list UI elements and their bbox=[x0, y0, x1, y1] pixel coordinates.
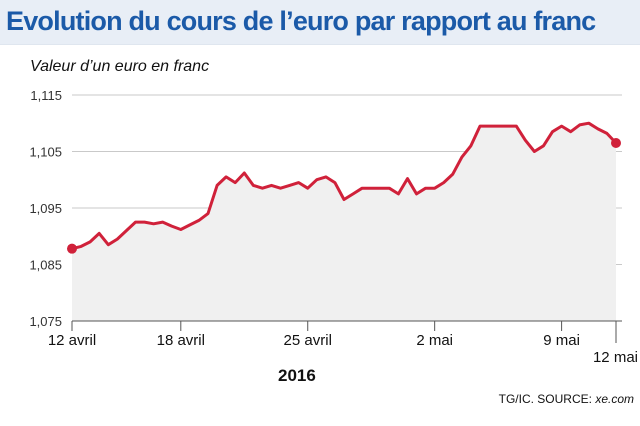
y-tick-label: 1,115 bbox=[30, 88, 62, 103]
end-point-marker bbox=[611, 138, 621, 149]
series-line bbox=[71, 121, 618, 251]
x-axis-ticks: 12 avril 18 avril 25 avril 2 mai 9 mai 12 mai bbox=[48, 321, 638, 366]
y-axis-title: Valeur d’un euro en franc bbox=[30, 58, 210, 75]
y-tick-label: 1,085 bbox=[29, 258, 62, 273]
source-prefix: TG/IC. SOURCE: bbox=[498, 392, 596, 406]
y-tick-label: 1,095 bbox=[29, 201, 62, 216]
start-point-marker bbox=[67, 243, 77, 254]
x-tick-label: 2 mai bbox=[416, 332, 453, 349]
series-area bbox=[72, 123, 616, 321]
x-tick-label: 12 mai bbox=[593, 349, 638, 366]
source-name: xe.com bbox=[595, 392, 634, 406]
source-credit: TG/IC. SOURCE: xe.com bbox=[499, 392, 634, 406]
x-tick-label: 12 avril bbox=[48, 332, 96, 349]
title-banner: Evolution du cours de l’euro par rapport… bbox=[0, 0, 640, 45]
year-label: 2016 bbox=[278, 366, 316, 385]
x-tick-label: 18 avril bbox=[157, 332, 205, 349]
x-tick-label: 25 avril bbox=[284, 332, 332, 349]
x-tick-label: 9 mai bbox=[543, 332, 580, 349]
y-tick-label: 1,105 bbox=[29, 145, 62, 160]
y-axis-ticks: 1,115 1,105 1,095 1,085 1,075 bbox=[29, 88, 62, 329]
chart-title: Evolution du cours de l’euro par rapport… bbox=[6, 6, 596, 36]
y-tick-label: 1,075 bbox=[29, 314, 62, 329]
